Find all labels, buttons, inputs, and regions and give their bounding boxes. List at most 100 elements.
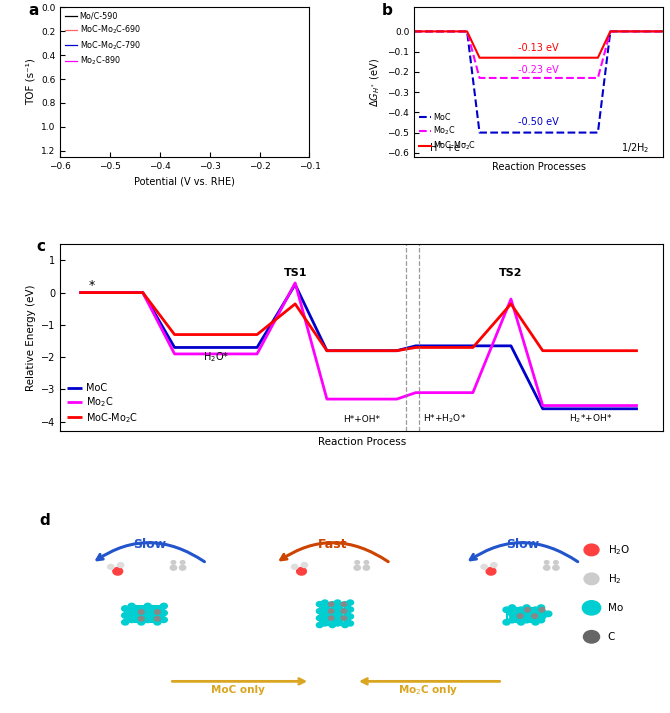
MoC-Mo$_2$C-790 [72, 0, 80, 6]
Circle shape [509, 617, 516, 623]
MoC-Mo$_2$C [253, 330, 261, 339]
Circle shape [144, 610, 151, 615]
Circle shape [322, 600, 328, 605]
MoC [659, 27, 667, 36]
Text: C: C [608, 632, 615, 642]
Circle shape [160, 610, 168, 615]
Circle shape [553, 560, 558, 564]
Line: Mo$_2$C: Mo$_2$C [414, 31, 663, 78]
Y-axis label: Relative Energy (eV): Relative Energy (eV) [25, 284, 36, 391]
MoC [253, 343, 261, 352]
MoC [594, 128, 602, 137]
MoC [393, 347, 401, 355]
Mo$_2$C [469, 389, 477, 397]
Circle shape [532, 620, 539, 625]
Circle shape [128, 610, 135, 615]
Mo$_2$C [253, 349, 261, 358]
Mo$_2$C-890 [72, 0, 80, 4]
Text: H$_2$: H$_2$ [608, 572, 621, 586]
Circle shape [341, 609, 346, 613]
Circle shape [122, 620, 129, 625]
MoC-Mo$_2$C-690 [70, 3, 78, 11]
Text: H$_2$*+OH*: H$_2$*+OH* [569, 413, 612, 425]
X-axis label: Reaction Process: Reaction Process [318, 437, 406, 447]
Circle shape [180, 565, 186, 570]
Circle shape [543, 565, 550, 570]
Text: TS1: TS1 [283, 269, 307, 279]
Text: H$_2$O: H$_2$O [608, 543, 630, 557]
Circle shape [523, 617, 530, 623]
Text: *: * [89, 279, 95, 292]
Circle shape [128, 617, 135, 622]
Text: H$_2$O*: H$_2$O* [203, 350, 229, 364]
Circle shape [291, 565, 297, 569]
Circle shape [113, 568, 123, 575]
Text: Slow: Slow [133, 538, 166, 550]
Circle shape [322, 607, 328, 612]
Circle shape [329, 602, 336, 607]
MoC-Mo$_2$C [139, 288, 147, 297]
Circle shape [108, 565, 114, 569]
Mo$_2$C [507, 294, 515, 303]
MoC [171, 343, 179, 352]
MoC [463, 27, 471, 36]
Line: Mo$_2$C-890: Mo$_2$C-890 [60, 0, 310, 2]
Circle shape [341, 616, 346, 620]
Circle shape [509, 605, 516, 610]
Circle shape [545, 560, 549, 564]
MoC [410, 27, 418, 36]
Text: d: d [39, 513, 50, 528]
MoC [507, 342, 515, 350]
Mo$_2$C [606, 27, 614, 36]
Circle shape [154, 606, 161, 611]
Circle shape [363, 565, 370, 570]
Circle shape [329, 609, 336, 614]
MoC [469, 342, 477, 350]
Circle shape [138, 612, 145, 618]
Circle shape [354, 565, 360, 570]
Circle shape [539, 613, 546, 619]
X-axis label: Potential (V vs. RHE): Potential (V vs. RHE) [135, 176, 235, 186]
Circle shape [525, 613, 532, 619]
Mo$_2$C [393, 395, 401, 404]
Circle shape [302, 563, 308, 568]
MoC-Mo$_2$C [634, 347, 642, 355]
Circle shape [160, 603, 168, 609]
Line: MoC-Mo$_2$C: MoC-Mo$_2$C [414, 31, 663, 58]
Circle shape [316, 602, 323, 607]
Text: b: b [382, 3, 393, 18]
MoC-Mo$_2$C [291, 299, 299, 308]
Mo$_2$C [75, 288, 83, 297]
Text: Mo$_2$C only: Mo$_2$C only [398, 683, 458, 697]
MoC-Mo$_2$C [539, 347, 547, 355]
Mo/C-590 [56, 0, 64, 2]
Circle shape [517, 607, 525, 612]
Y-axis label: $\Delta G_{H^*}$ (eV): $\Delta G_{H^*}$ (eV) [369, 58, 382, 106]
Circle shape [503, 620, 510, 625]
Legend: MoC, Mo$_2$C, MoC-Mo$_2$C: MoC, Mo$_2$C, MoC-Mo$_2$C [416, 110, 480, 155]
Text: -0.13 eV: -0.13 eV [519, 43, 559, 53]
MoC-Mo$_2$C-690 [56, 0, 64, 6]
MoC [75, 288, 83, 297]
Circle shape [347, 621, 354, 626]
Circle shape [329, 622, 336, 627]
Text: Slow: Slow [506, 538, 539, 550]
Mo$_2$C [463, 27, 471, 36]
MoC [139, 288, 147, 297]
Mo$_2$C [171, 349, 179, 358]
X-axis label: Reaction Processes: Reaction Processes [492, 163, 586, 173]
Mo$_2$C [291, 279, 299, 287]
Circle shape [122, 606, 129, 611]
Mo$_2$C [139, 288, 147, 297]
Text: 1/2H$_2$: 1/2H$_2$ [621, 142, 649, 155]
Circle shape [334, 614, 341, 619]
Mo$_2$C [323, 395, 331, 404]
Circle shape [316, 609, 323, 614]
MoC [412, 342, 420, 350]
Mo$_2$C [594, 73, 602, 82]
Circle shape [503, 607, 510, 612]
Text: MoC only: MoC only [212, 685, 265, 695]
Circle shape [138, 606, 145, 611]
Circle shape [154, 620, 161, 625]
Circle shape [490, 563, 497, 568]
